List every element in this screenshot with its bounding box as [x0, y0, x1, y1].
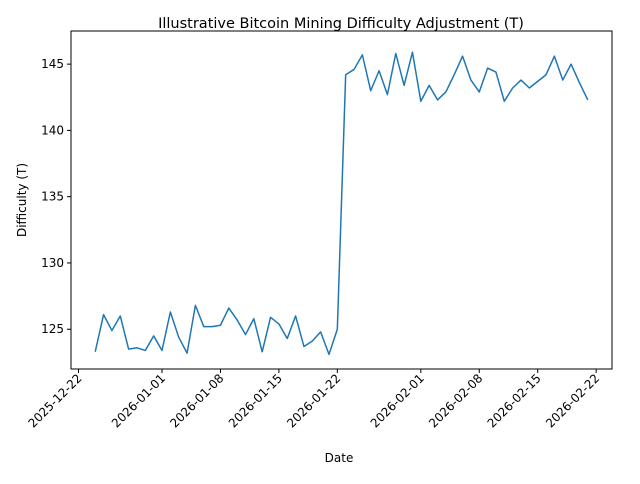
x-tick-label: 2026-01-01 — [109, 371, 168, 430]
x-axis-label: Date — [325, 451, 354, 465]
x-tick-label: 2026-02-22 — [543, 371, 602, 430]
x-tick-label: 2025-12-22 — [25, 371, 84, 430]
y-tick-label: 125 — [41, 322, 64, 336]
y-tick-label: 140 — [41, 123, 64, 137]
x-tick-label: 2026-01-15 — [226, 371, 285, 430]
x-tick-label: 2026-01-08 — [167, 371, 226, 430]
chart-title: Illustrative Bitcoin Mining Difficulty A… — [158, 16, 524, 32]
x-tick-label: 2026-02-08 — [426, 371, 485, 430]
x-tick-label: 2026-02-01 — [368, 371, 427, 430]
y-tick-label: 135 — [41, 190, 64, 204]
y-tick-label: 130 — [41, 256, 64, 270]
x-tick-label: 2026-02-15 — [485, 371, 544, 430]
y-axis-label: Difficulty (T) — [15, 163, 29, 237]
y-tick-label: 145 — [41, 57, 64, 71]
series-line — [95, 52, 588, 354]
x-tick-label: 2026-01-22 — [284, 371, 343, 430]
